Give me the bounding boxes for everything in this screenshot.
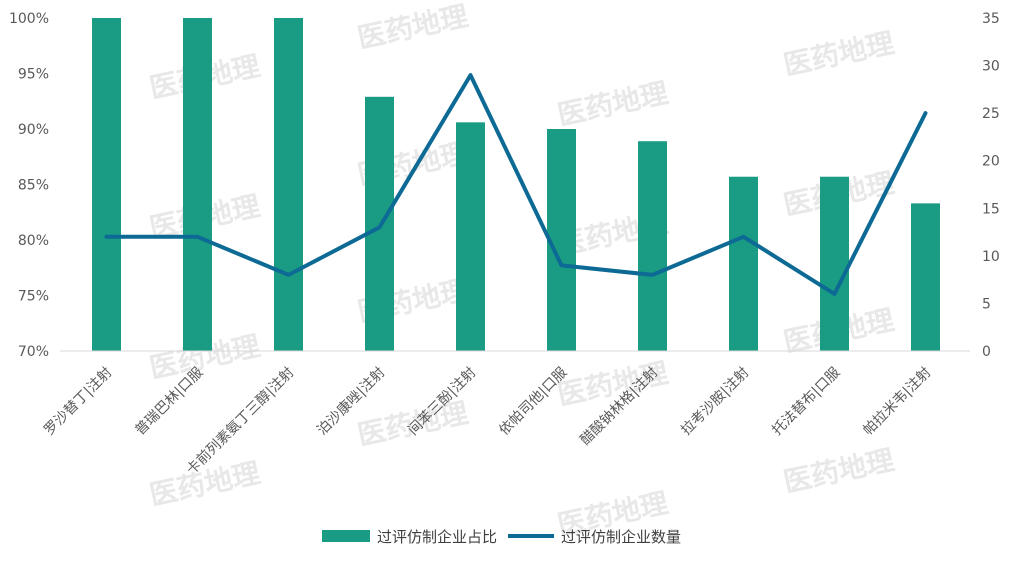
bar (456, 122, 485, 351)
bar-series (92, 18, 940, 351)
legend: 过评仿制企业占比 过评仿制企业数量 (322, 528, 681, 546)
right-tick-label: 15 (982, 201, 1000, 217)
bar (183, 18, 212, 351)
left-tick-label: 85% (18, 178, 49, 194)
category-label: 拉考沙胺|注射 (678, 365, 752, 439)
right-tick-label: 5 (982, 296, 991, 312)
bar (638, 141, 667, 351)
right-tick-label: 10 (982, 249, 1000, 265)
left-axis-ticks: 70% 75% 80% 85% 90% 95% 100% (9, 11, 49, 360)
watermark-text: 医药地理 (781, 26, 897, 82)
watermark-text: 医药地理 (781, 443, 897, 499)
watermark-text: 医药地理 (355, 0, 471, 55)
legend-line-label: 过评仿制企业数量 (561, 528, 681, 546)
right-tick-label: 25 (982, 106, 1000, 122)
legend-bar-swatch (322, 530, 370, 542)
left-tick-label: 100% (9, 11, 49, 27)
bar (547, 129, 576, 351)
left-tick-label: 90% (18, 122, 49, 138)
left-tick-label: 80% (18, 233, 49, 249)
category-label: 罗沙替丁|注射 (41, 365, 115, 439)
right-tick-label: 30 (982, 59, 1000, 75)
right-tick-label: 0 (982, 344, 991, 360)
left-tick-label: 95% (18, 67, 49, 83)
category-label: 托法替布|口服 (769, 365, 843, 439)
count-line (104, 73, 928, 296)
category-label: 帕拉米韦|注射 (860, 365, 934, 439)
right-tick-label: 20 (982, 154, 1000, 170)
category-labels: 罗沙替丁|注射 普瑞巴林|口服卡前列素氨丁三醇|注射 泊沙康唑|注射 间苯三酚|注射依… (41, 364, 934, 478)
line-points (106, 74, 926, 295)
bar (92, 18, 121, 351)
watermark-text: 医药地理 (555, 76, 671, 132)
left-tick-label: 70% (18, 344, 49, 360)
right-axis-ticks: 0 5 10 15 20 25 30 35 (982, 11, 1000, 360)
left-tick-label: 75% (18, 289, 49, 305)
bar (911, 203, 940, 351)
right-tick-label: 35 (982, 11, 1000, 27)
legend-bar-label: 过评仿制企业占比 (377, 528, 497, 546)
bar (820, 176, 849, 351)
bar (274, 18, 303, 351)
bar (729, 176, 758, 351)
